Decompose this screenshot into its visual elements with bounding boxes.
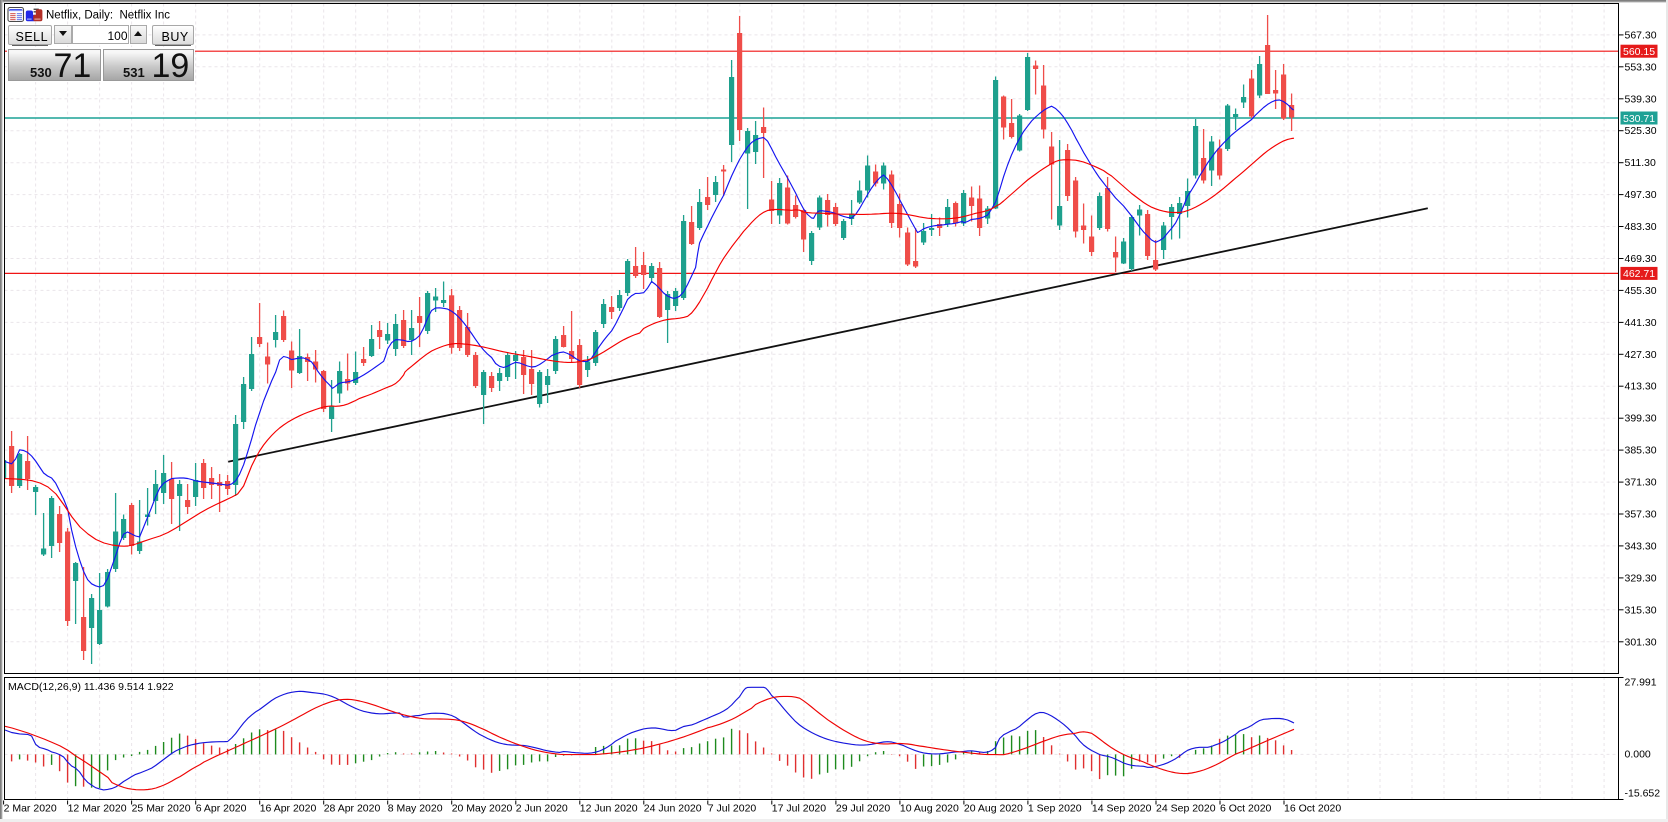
svg-text:2 Jun 2020: 2 Jun 2020 [516, 803, 568, 815]
svg-text:16 Oct 2020: 16 Oct 2020 [1284, 803, 1341, 815]
svg-text:20 Aug 2020: 20 Aug 2020 [964, 803, 1023, 815]
svg-text:-15.652: -15.652 [1625, 788, 1661, 800]
svg-text:8 May 2020: 8 May 2020 [388, 803, 443, 815]
svg-text:24 Jun 2020: 24 Jun 2020 [644, 803, 702, 815]
svg-text:329.30: 329.30 [1625, 572, 1657, 584]
svg-text:441.30: 441.30 [1625, 317, 1657, 329]
svg-text:483.30: 483.30 [1625, 221, 1657, 233]
svg-text:6 Apr 2020: 6 Apr 2020 [196, 803, 247, 815]
svg-text:2 Mar 2020: 2 Mar 2020 [4, 803, 57, 815]
svg-text:525.30: 525.30 [1625, 125, 1657, 137]
svg-text:371.30: 371.30 [1625, 477, 1657, 489]
svg-text:27.991: 27.991 [1625, 677, 1657, 689]
svg-text:MACD(12,26,9) 11.436 9.514 1.9: MACD(12,26,9) 11.436 9.514 1.922 [8, 681, 174, 693]
svg-text:29 Jul 2020: 29 Jul 2020 [836, 803, 890, 815]
svg-text:17 Jul 2020: 17 Jul 2020 [772, 803, 826, 815]
svg-text:399.30: 399.30 [1625, 413, 1657, 425]
svg-text:427.30: 427.30 [1625, 349, 1657, 361]
svg-text:24 Sep 2020: 24 Sep 2020 [1156, 803, 1216, 815]
svg-text:0.000: 0.000 [1625, 749, 1651, 761]
svg-text:16 Apr 2020: 16 Apr 2020 [260, 803, 317, 815]
svg-text:511.30: 511.30 [1625, 157, 1656, 169]
svg-text:Netflix, Daily: Netflix Inc: Netflix, Daily: Netflix Inc [46, 10, 170, 22]
svg-text:6 Oct 2020: 6 Oct 2020 [1220, 803, 1272, 815]
svg-text:343.30: 343.30 [1625, 540, 1657, 552]
svg-text:413.30: 413.30 [1625, 381, 1657, 393]
svg-text:357.30: 357.30 [1625, 509, 1657, 521]
svg-text:560.15: 560.15 [1623, 46, 1655, 58]
svg-text:455.30: 455.30 [1625, 285, 1657, 297]
svg-text:462.71: 462.71 [1623, 268, 1655, 280]
svg-text:1 Sep 2020: 1 Sep 2020 [1028, 803, 1082, 815]
svg-text:497.30: 497.30 [1625, 189, 1657, 201]
svg-text:567.30: 567.30 [1625, 29, 1657, 41]
svg-text:301.30: 301.30 [1625, 636, 1657, 648]
svg-text:7 Jul 2020: 7 Jul 2020 [708, 803, 757, 815]
svg-text:12 Mar 2020: 12 Mar 2020 [68, 803, 127, 815]
svg-text:25 Mar 2020: 25 Mar 2020 [132, 803, 191, 815]
svg-text:20 May 2020: 20 May 2020 [452, 803, 513, 815]
svg-text:10 Aug 2020: 10 Aug 2020 [900, 803, 959, 815]
svg-text:469.30: 469.30 [1625, 253, 1657, 265]
svg-text:385.30: 385.30 [1625, 445, 1657, 457]
svg-text:553.30: 553.30 [1625, 61, 1657, 73]
svg-text:14 Sep 2020: 14 Sep 2020 [1092, 803, 1152, 815]
svg-text:539.30: 539.30 [1625, 93, 1657, 105]
svg-text:28 Apr 2020: 28 Apr 2020 [324, 803, 381, 815]
svg-text:315.30: 315.30 [1625, 604, 1657, 616]
svg-text:530.71: 530.71 [1623, 113, 1655, 125]
svg-text:12 Jun 2020: 12 Jun 2020 [580, 803, 638, 815]
